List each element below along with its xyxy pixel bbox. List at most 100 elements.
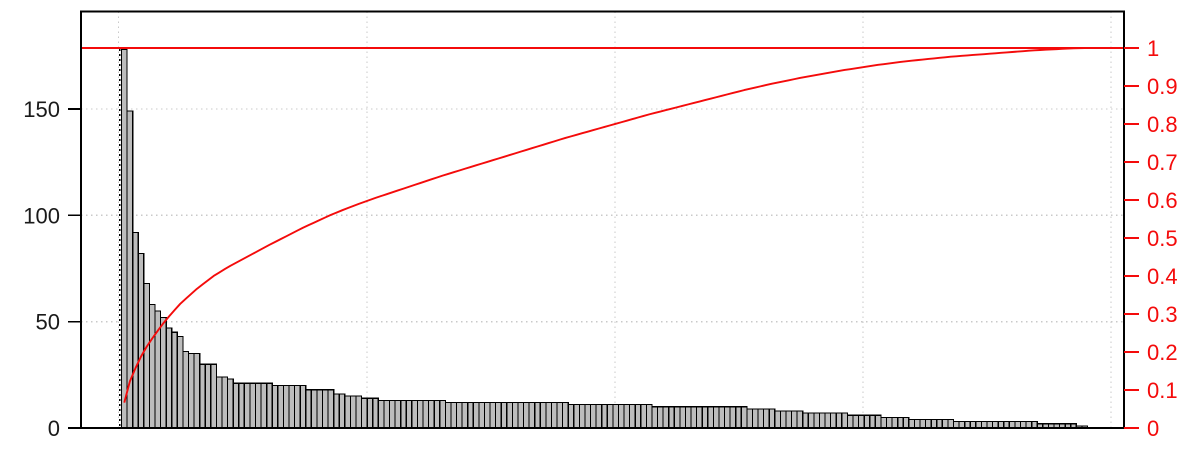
bar — [405, 399, 413, 429]
bar — [846, 414, 854, 429]
bar — [662, 406, 670, 429]
bar — [735, 406, 742, 429]
bar — [550, 401, 558, 429]
bar — [444, 401, 452, 429]
bar — [1025, 421, 1033, 429]
bar — [1014, 421, 1022, 429]
bar — [511, 401, 519, 429]
bar — [841, 412, 848, 429]
bar — [1019, 421, 1027, 429]
bar — [813, 412, 821, 429]
bar — [294, 384, 301, 429]
bar — [522, 401, 530, 429]
bar — [545, 401, 553, 429]
bars-group — [120, 48, 1089, 429]
bar — [612, 404, 620, 429]
bar — [908, 418, 916, 429]
bar — [679, 406, 687, 429]
bar — [338, 393, 346, 429]
bar — [266, 382, 273, 429]
bar — [768, 408, 776, 429]
bar — [495, 401, 502, 429]
bar — [941, 418, 949, 429]
bar — [344, 395, 352, 429]
left-axis-tick-label: 150 — [23, 97, 60, 122]
bar — [640, 404, 647, 429]
left-axis: 0 50 100 150 — [23, 97, 81, 441]
bar — [517, 401, 525, 429]
bar — [891, 416, 899, 429]
bar — [606, 404, 614, 429]
bar — [221, 376, 229, 429]
bar — [182, 350, 190, 429]
bar — [869, 414, 876, 429]
grid-lines — [81, 11, 1124, 428]
bar — [271, 384, 279, 429]
right-axis-tick-label: 1 — [1147, 36, 1159, 61]
bar — [701, 406, 709, 429]
bar — [712, 406, 720, 429]
bar — [645, 404, 653, 429]
bar — [243, 382, 251, 429]
bar — [684, 406, 692, 429]
bar — [428, 399, 435, 429]
bar — [472, 401, 480, 429]
right-axis-tick-label: 0.4 — [1147, 264, 1178, 289]
left-axis-tick-label: 50 — [36, 310, 60, 335]
bar — [980, 421, 988, 429]
bar — [924, 418, 932, 429]
right-axis-tick-label: 0.8 — [1147, 112, 1178, 137]
bar — [383, 399, 391, 429]
bar — [483, 401, 491, 429]
bar — [366, 397, 374, 429]
bar — [439, 399, 446, 429]
bar — [562, 401, 569, 429]
bar — [601, 404, 608, 429]
bar — [455, 401, 463, 429]
bar — [260, 382, 268, 429]
bar — [433, 399, 441, 429]
bar — [159, 316, 167, 429]
bar — [802, 412, 809, 429]
bar — [751, 408, 759, 429]
bar — [824, 412, 832, 429]
bar — [361, 397, 368, 429]
bar — [137, 253, 145, 429]
bar — [763, 408, 770, 429]
right-axis-tick-label: 0.2 — [1147, 340, 1178, 365]
bar — [394, 399, 402, 429]
bar — [132, 231, 139, 429]
bar — [506, 401, 513, 429]
bar — [746, 408, 754, 429]
bar — [852, 414, 860, 429]
cumulative-line — [123, 47, 1085, 403]
bar — [857, 414, 865, 429]
bar — [556, 401, 564, 429]
bar — [634, 404, 642, 429]
bar — [204, 363, 212, 429]
bar — [757, 408, 765, 429]
bar — [595, 404, 603, 429]
bar — [589, 404, 597, 429]
bar — [238, 382, 245, 429]
bar — [299, 384, 307, 429]
bar — [210, 363, 218, 429]
bar — [958, 421, 966, 429]
right-axis-tick-label: 0.6 — [1147, 188, 1178, 213]
bar — [232, 382, 240, 429]
plot-border — [80, 10, 1125, 429]
right-axis-tick-label: 0.3 — [1147, 302, 1178, 327]
bar — [305, 389, 312, 429]
bar — [952, 421, 960, 429]
bar — [327, 389, 335, 429]
bar — [986, 421, 994, 429]
bar — [310, 389, 318, 429]
bar — [377, 399, 385, 429]
bar — [215, 376, 223, 429]
bar — [143, 282, 151, 429]
bar — [450, 401, 458, 429]
bar — [1003, 421, 1010, 429]
bar — [226, 378, 234, 429]
bar — [947, 418, 955, 429]
bar — [372, 397, 379, 429]
